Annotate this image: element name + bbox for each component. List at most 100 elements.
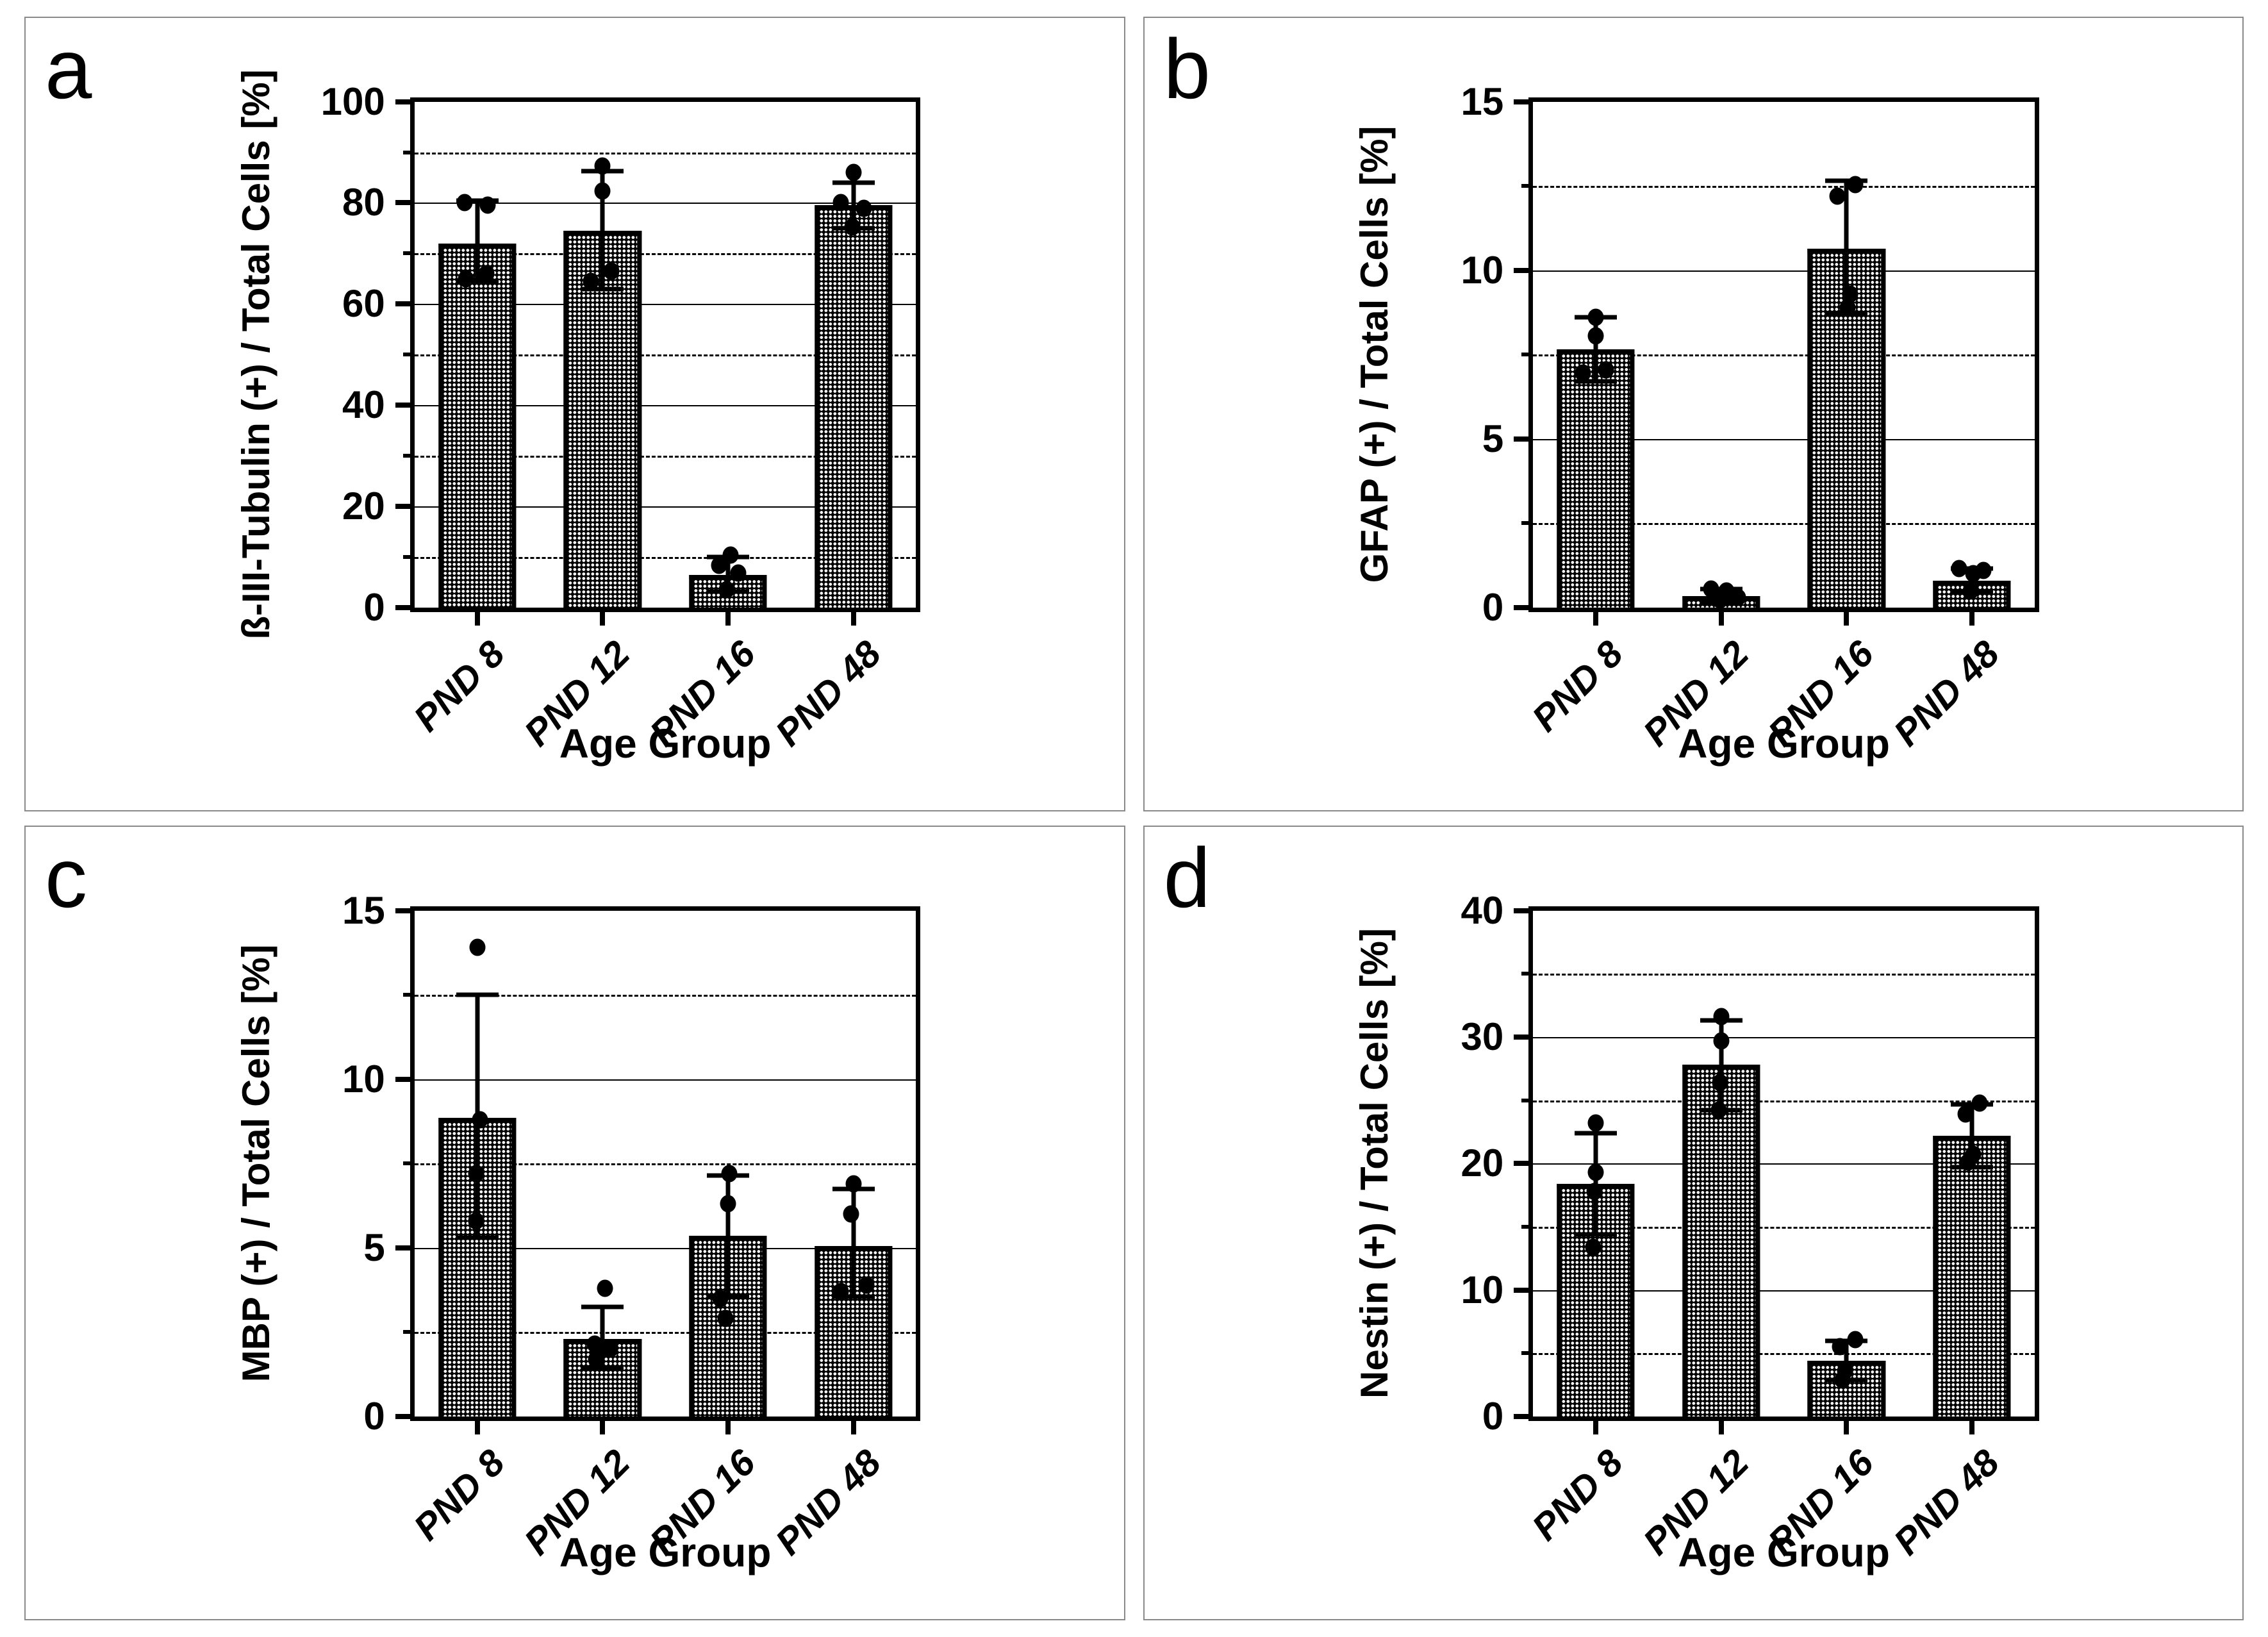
gridline-minor	[414, 1332, 916, 1334]
gridline-minor	[1533, 186, 2035, 188]
data-point	[832, 1283, 849, 1300]
y-minor-tick	[402, 353, 415, 357]
data-point	[711, 556, 727, 574]
data-point	[1712, 1074, 1728, 1092]
error-bar-cap	[1825, 178, 1868, 183]
y-tick-label: 5	[363, 1226, 385, 1269]
gridline-minor	[1533, 354, 2035, 357]
y-tick-label: 40	[1461, 888, 1504, 932]
gridline-minor	[414, 456, 916, 458]
error-bar-cap	[456, 992, 499, 997]
y-tick-label: 40	[342, 383, 385, 427]
error-bar-line	[600, 170, 605, 289]
x-axis-title: Age Group	[1678, 720, 1890, 767]
gridline-major	[1533, 270, 2035, 272]
panel-b: b GFAP (+) / Total Cells [%] 0 5 10 15 PND 8…	[1143, 17, 2244, 811]
data-point	[845, 1175, 862, 1193]
data-point	[1965, 565, 1982, 583]
gridline-minor	[414, 557, 916, 560]
data-point	[602, 1340, 618, 1358]
gridline-minor	[1533, 1100, 2035, 1102]
data-point	[1847, 176, 1864, 194]
y-tick-label: 0	[363, 585, 385, 629]
y-tick	[395, 604, 415, 610]
error-bar-cap	[581, 1304, 624, 1309]
error-bar-cap	[832, 1294, 875, 1299]
plot-area: 0 5 10 15 PND 8 PND 12 PND 16 PND 48	[342, 891, 921, 1563]
y-tick	[395, 200, 415, 206]
y-minor-tick	[402, 555, 415, 560]
error-bar-cap	[832, 180, 875, 185]
gridline-major	[414, 1247, 916, 1249]
error-bar-line	[851, 1188, 856, 1297]
x-axis-title: Age Group	[559, 720, 772, 767]
y-tick-label: 80	[342, 181, 385, 224]
data-point	[1587, 308, 1604, 326]
panel-letter: d	[1163, 831, 1211, 925]
gridline-major	[414, 405, 916, 407]
data-point	[1730, 588, 1746, 606]
y-tick	[1514, 1413, 1534, 1419]
error-bar-line	[475, 200, 480, 281]
y-minor-tick	[1521, 521, 1534, 526]
data-point	[1834, 1371, 1851, 1389]
panel-a: a ß-III-Tubulin (+) / Total Cells [%] 0 2…	[24, 17, 1125, 811]
x-tick-label: PND 48	[1885, 1442, 2008, 1563]
y-tick	[1514, 604, 1534, 610]
data-point	[1587, 1163, 1604, 1181]
data-point	[1847, 1331, 1864, 1349]
y-tick-label: 15	[342, 888, 385, 932]
x-tick	[850, 1416, 856, 1434]
y-axis-title: Nestin (+) / Total Cells [%]	[1353, 928, 1396, 1399]
error-bar-line	[725, 1175, 731, 1297]
data-point	[586, 1335, 603, 1353]
data-point	[472, 1111, 488, 1129]
data-point	[856, 199, 872, 217]
data-point	[843, 1205, 859, 1223]
data-point	[1957, 1105, 1974, 1123]
data-point	[583, 272, 599, 290]
x-tick	[1593, 607, 1599, 626]
gridline-major	[1533, 1036, 2035, 1038]
gridline-minor	[414, 1163, 916, 1166]
x-tick	[1969, 607, 1975, 626]
error-bar-cap	[456, 279, 499, 284]
gridline-major	[414, 1079, 916, 1081]
x-tick-label: PND 48	[767, 1442, 889, 1563]
gridline-major	[414, 304, 916, 306]
data-point	[1960, 1153, 1976, 1171]
gridline-minor	[1533, 974, 2035, 976]
data-point	[1832, 1338, 1848, 1356]
gridline-minor	[414, 995, 916, 997]
data-point	[858, 1276, 875, 1294]
y-tick-label: 20	[1461, 1142, 1504, 1185]
data-point	[845, 163, 862, 181]
x-tick	[1718, 1416, 1724, 1434]
y-tick	[395, 1245, 415, 1251]
x-tick-label: PND 48	[767, 633, 889, 754]
data-point	[478, 265, 495, 283]
y-minor-tick	[402, 993, 415, 997]
x-tick	[1593, 1416, 1599, 1434]
y-tick	[395, 1076, 415, 1082]
gridline-minor	[414, 354, 916, 357]
data-point	[1829, 187, 1846, 205]
data-point	[1710, 1101, 1727, 1119]
y-tick	[395, 1413, 415, 1419]
bar	[1682, 1065, 1760, 1417]
y-tick	[395, 908, 415, 913]
error-bar-line	[1593, 317, 1598, 382]
plot-area: 0 5 10 15 PND 8 PND 12 PND 16 PND 48	[1461, 82, 2039, 754]
gridline-minor	[414, 152, 916, 154]
gridline-major	[414, 203, 916, 204]
y-tick-label: 20	[342, 485, 385, 528]
x-tick	[1844, 1416, 1850, 1434]
x-tick	[474, 607, 480, 626]
y-minor-tick	[1521, 1351, 1534, 1356]
y-tick	[1514, 436, 1534, 442]
y-minor-tick	[1521, 972, 1534, 976]
y-tick-label: 10	[342, 1057, 385, 1101]
y-minor-tick	[402, 454, 415, 458]
y-tick	[395, 99, 415, 104]
y-tick	[1514, 1161, 1534, 1167]
